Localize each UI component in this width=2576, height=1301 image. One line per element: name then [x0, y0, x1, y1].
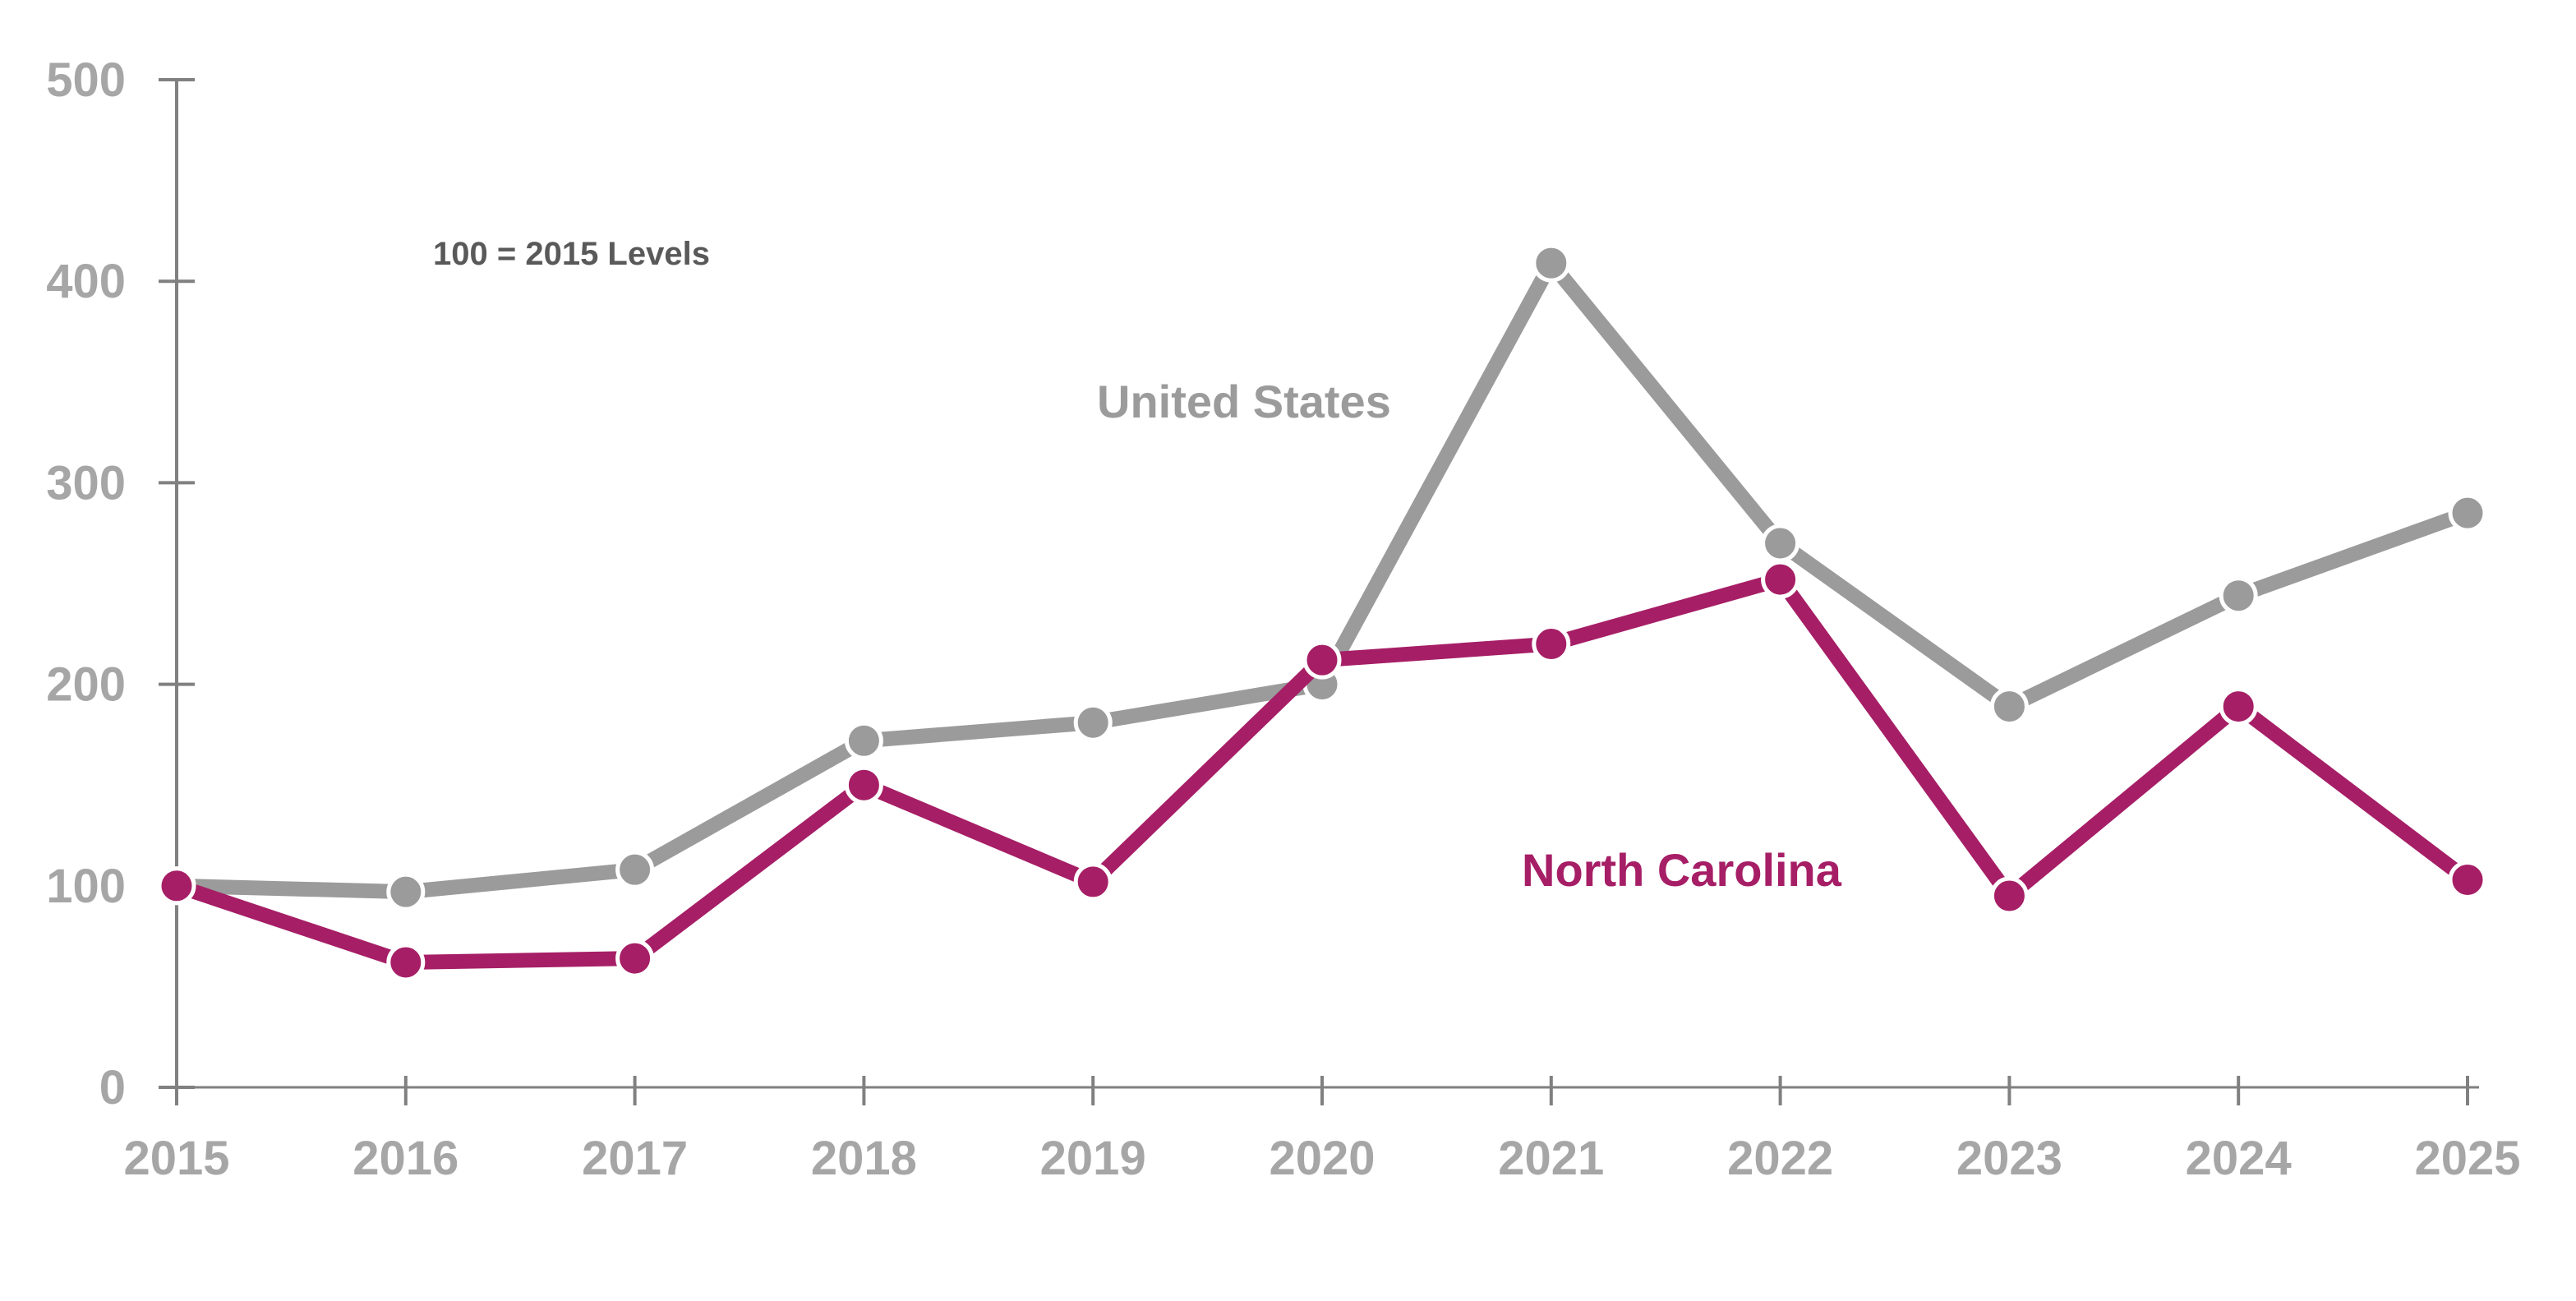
data-point-united-states	[1989, 687, 2029, 727]
data-point-north-carolina	[386, 943, 426, 982]
x-tick-label: 2025	[2414, 1132, 2520, 1185]
data-point-united-states	[1761, 524, 1800, 563]
x-tick-label: 2023	[1956, 1132, 2062, 1185]
x-tick-label: 2021	[1498, 1132, 1604, 1185]
y-tick-label: 500	[46, 53, 126, 107]
data-point-united-states	[615, 850, 655, 889]
x-tick-label: 2017	[582, 1132, 688, 1185]
data-point-north-carolina	[157, 866, 196, 906]
series-united-states	[157, 243, 2487, 911]
x-tick-label: 2018	[811, 1132, 917, 1185]
data-point-north-carolina	[1532, 625, 1571, 664]
axes: 0 100 200 300 400 500 2015 2016 2017 2018 2019 2020…	[46, 53, 2520, 1185]
data-point-united-states	[386, 872, 426, 911]
series-label-united-states: United States	[1097, 376, 1391, 427]
data-point-north-carolina	[615, 939, 655, 978]
data-point-united-states	[1073, 703, 1113, 742]
y-tick-label: 0	[99, 1061, 126, 1114]
data-point-united-states	[2219, 576, 2258, 616]
series-north-carolina	[157, 560, 2487, 982]
x-tick-label: 2022	[1727, 1132, 1833, 1185]
series-label-north-carolina: North Carolina	[1522, 844, 1842, 896]
data-point-united-states	[1532, 243, 1571, 283]
data-point-north-carolina	[1989, 876, 2029, 916]
x-tick-label: 2015	[123, 1132, 229, 1185]
data-point-united-states	[2448, 493, 2487, 533]
data-point-united-states	[844, 721, 883, 760]
data-point-north-carolina	[2448, 860, 2487, 899]
y-tick-label: 100	[46, 860, 126, 913]
annotation-note: 100 = 2015 Levels	[433, 236, 710, 272]
series-line-north-carolina	[174, 572, 2472, 970]
x-tick-label: 2016	[353, 1132, 459, 1185]
x-tick-label: 2020	[1269, 1132, 1375, 1185]
data-point-north-carolina	[1073, 862, 1113, 902]
series-lines	[157, 243, 2487, 982]
data-point-north-carolina	[1302, 640, 1342, 680]
data-point-north-carolina	[2219, 687, 2258, 727]
y-tick-label: 400	[46, 255, 126, 308]
x-tick-label: 2024	[2186, 1132, 2292, 1185]
y-tick-label: 200	[46, 658, 126, 712]
x-tick-label: 2019	[1040, 1132, 1146, 1185]
y-tick-label: 300	[46, 456, 126, 510]
data-point-north-carolina	[844, 765, 883, 805]
data-point-north-carolina	[1761, 560, 1800, 599]
